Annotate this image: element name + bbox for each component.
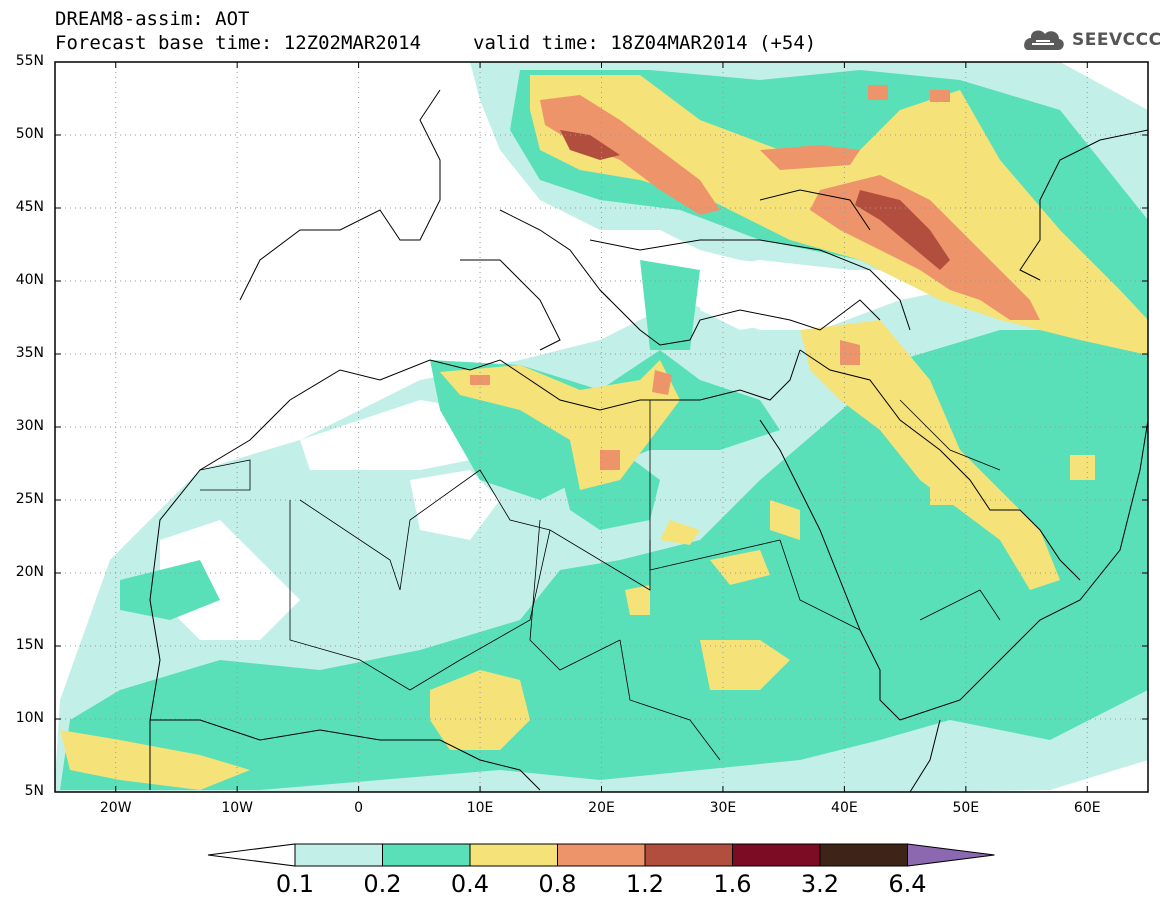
aot-shading [55,62,1148,792]
colorbar-label: 1.2 [625,870,665,898]
logo-text: SEEVCCC [1072,30,1162,50]
cloud-icon [1024,30,1064,50]
colorbar-swatch [732,843,821,867]
x-tick-label: 40E [831,800,858,816]
y-tick-label: 5N [24,783,44,799]
colorbar-label: 0.8 [538,870,577,898]
colorbar-label: 0.4 [450,870,490,898]
x-tick-label: 60E [1073,800,1101,816]
colorbar-swatch [644,843,733,867]
x-tick-label: 30E [709,800,737,816]
coastlines [149,89,1148,792]
y-tick-label: 30N [15,418,44,434]
colorbar-swatch [382,843,471,867]
x-tick-label: 20E [588,800,615,816]
x-tick-label: 0 [354,800,364,816]
y-tick-label: 15N [15,637,44,653]
x-tick-label: 10E [466,800,494,816]
colorbar-label: 1.6 [713,870,752,898]
colorbar-max-arrow [907,843,995,867]
seevccc-logo: SEEVCCC [1018,26,1162,54]
colorbar-min-arrow [207,843,296,867]
base-time-label: Forecast base time: 12Z02MAR2014 [55,32,422,54]
borders [199,399,1001,761]
y-tick-label: 50N [15,126,44,142]
x-tick-label: 10W [221,800,253,816]
axis-ticks [55,61,1148,793]
y-tick-label: 40N [15,272,44,288]
x-tick-label: 50E [952,800,980,816]
y-tick-label: 55N [15,53,44,69]
colorbar-label: 3.2 [800,870,840,898]
time-info: Forecast base time: 12Z02MAR2014 valid ti… [55,32,816,54]
colorbar-label: 0.1 [275,870,315,898]
y-tick-label: 45N [15,199,44,215]
colorbar-swatch [557,843,646,867]
map-title: DREAM8-assim: AOT [55,8,250,30]
colorbar [207,843,995,867]
colorbar-swatch [819,843,908,867]
valid-time-label: valid time: 18Z04MAR2014 (+54) [473,32,817,54]
x-tick-label: 20W [99,800,132,816]
colorbar-swatch [294,843,383,867]
y-tick-label: 25N [15,491,44,507]
y-tick-label: 10N [15,710,44,726]
colorbar-label: 6.4 [888,870,927,898]
colorbar-swatch [469,843,558,867]
colorbar-label: 0.2 [363,870,402,898]
y-tick-label: 20N [15,564,44,580]
y-tick-label: 35N [15,345,44,361]
graticule [55,62,1148,792]
